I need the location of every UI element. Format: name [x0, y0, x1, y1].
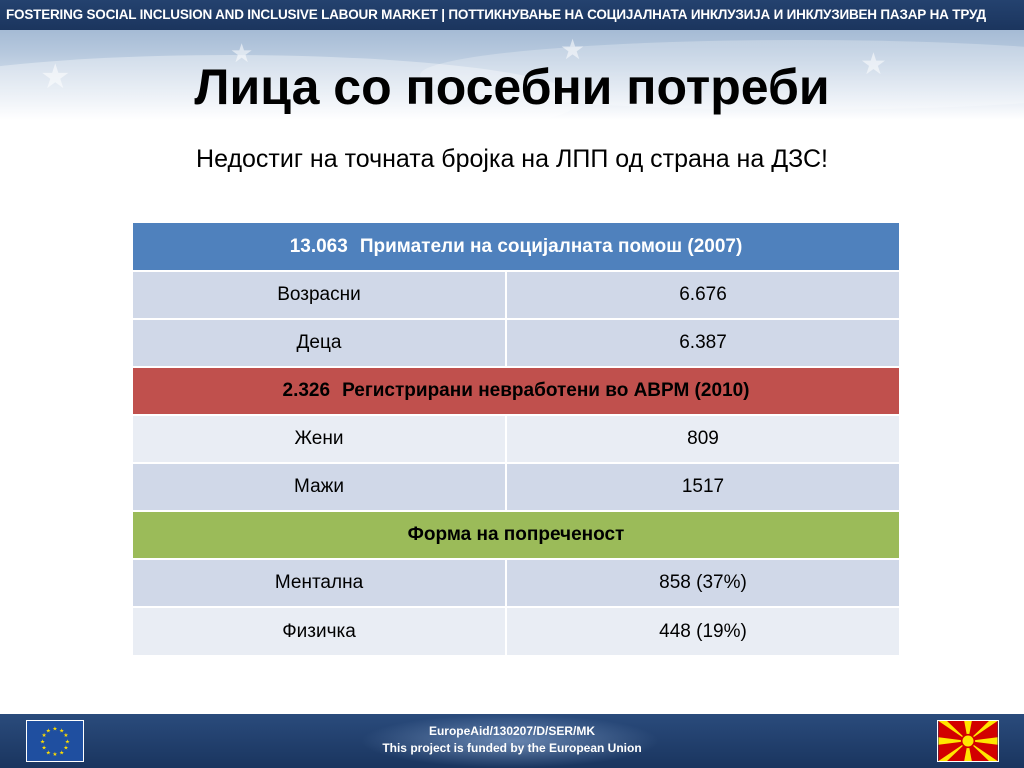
row-label: Жени: [133, 414, 507, 463]
row-value: 809: [506, 414, 899, 463]
section-label: Форма на попреченост: [407, 524, 625, 545]
page-subtitle: Недостиг на точната бројка на ЛПП од стр…: [196, 145, 828, 173]
svg-text:★: ★: [41, 732, 46, 739]
section-label: Регистрирани невработени во АВРМ (2010): [342, 380, 750, 401]
svg-text:★: ★: [52, 726, 57, 733]
macedonia-flag-icon: [937, 720, 999, 762]
banner-text: FOSTERING SOCIAL INCLUSION AND INCLUSIVE…: [0, 0, 1024, 30]
section-header-social-assistance: 13.063 Приматели на социјалната помош (20…: [133, 223, 899, 271]
footer-project-code: EuropeAid/130207/D/SER/MK: [428, 724, 596, 738]
table-row: Ментална 858 (37%): [133, 558, 899, 607]
svg-text:★: ★: [41, 745, 46, 752]
table-row: Физичка 448 (19%): [133, 606, 899, 655]
row-value: 858 (37%): [506, 558, 899, 607]
page-title: Лица со посебни потреби: [194, 59, 830, 115]
svg-text:★: ★: [40, 738, 45, 745]
table-row: Возрасни 6.676: [133, 270, 899, 319]
svg-text:★: ★: [46, 749, 51, 756]
section-header-cell: 2.326 Регистрирани невработени во АВРМ (2…: [133, 366, 899, 415]
section-header-disability-form: Форма на попреченост: [133, 510, 899, 559]
row-label: Мажи: [133, 462, 507, 511]
svg-text:★: ★: [63, 732, 68, 739]
row-label: Ментална: [133, 558, 507, 607]
section-label: Приматели на социјалната помош (2007): [359, 235, 743, 257]
svg-text:★: ★: [63, 745, 68, 752]
svg-text:★: ★: [59, 749, 64, 756]
section-header-unemployed: 2.326 Регистрирани невработени во АВРМ (2…: [133, 366, 899, 415]
footer-funding-note: This project is funded by the European U…: [382, 741, 642, 755]
section-header-cell: 13.063 Приматели на социјалната помош (20…: [133, 223, 899, 271]
section-number: 2.326: [282, 380, 331, 401]
table-row: Деца 6.387: [133, 318, 899, 367]
footer-bar: EuropeAid/130207/D/SER/MK This project i…: [0, 714, 1024, 768]
row-value: 6.676: [506, 270, 899, 319]
svg-text:★: ★: [65, 738, 70, 745]
table-row: Жени 809: [133, 414, 899, 463]
svg-text:★: ★: [46, 727, 51, 734]
row-value: 448 (19%): [506, 606, 899, 655]
top-banner: ★ ★ ★ ★ FOSTERING SOCIAL INCLUSION AND I…: [0, 0, 1024, 120]
section-header-cell: Форма на попреченост: [133, 510, 899, 559]
row-label: Деца: [133, 318, 507, 367]
row-label: Возрасни: [133, 270, 507, 319]
row-value: 1517: [506, 462, 899, 511]
section-number: 13.063: [289, 235, 348, 257]
table-row: Мажи 1517: [133, 462, 899, 511]
row-value: 6.387: [506, 318, 899, 367]
svg-text:★: ★: [52, 751, 57, 758]
svg-text:★: ★: [59, 727, 64, 734]
statistics-table: 13.063 Приматели на социјалната помош (20…: [133, 223, 899, 655]
row-label: Физичка: [133, 606, 507, 655]
footer-text: EuropeAid/130207/D/SER/MK This project i…: [0, 723, 1024, 757]
eu-flag-icon: ★ ★ ★ ★ ★ ★ ★ ★ ★ ★ ★ ★: [26, 720, 84, 762]
